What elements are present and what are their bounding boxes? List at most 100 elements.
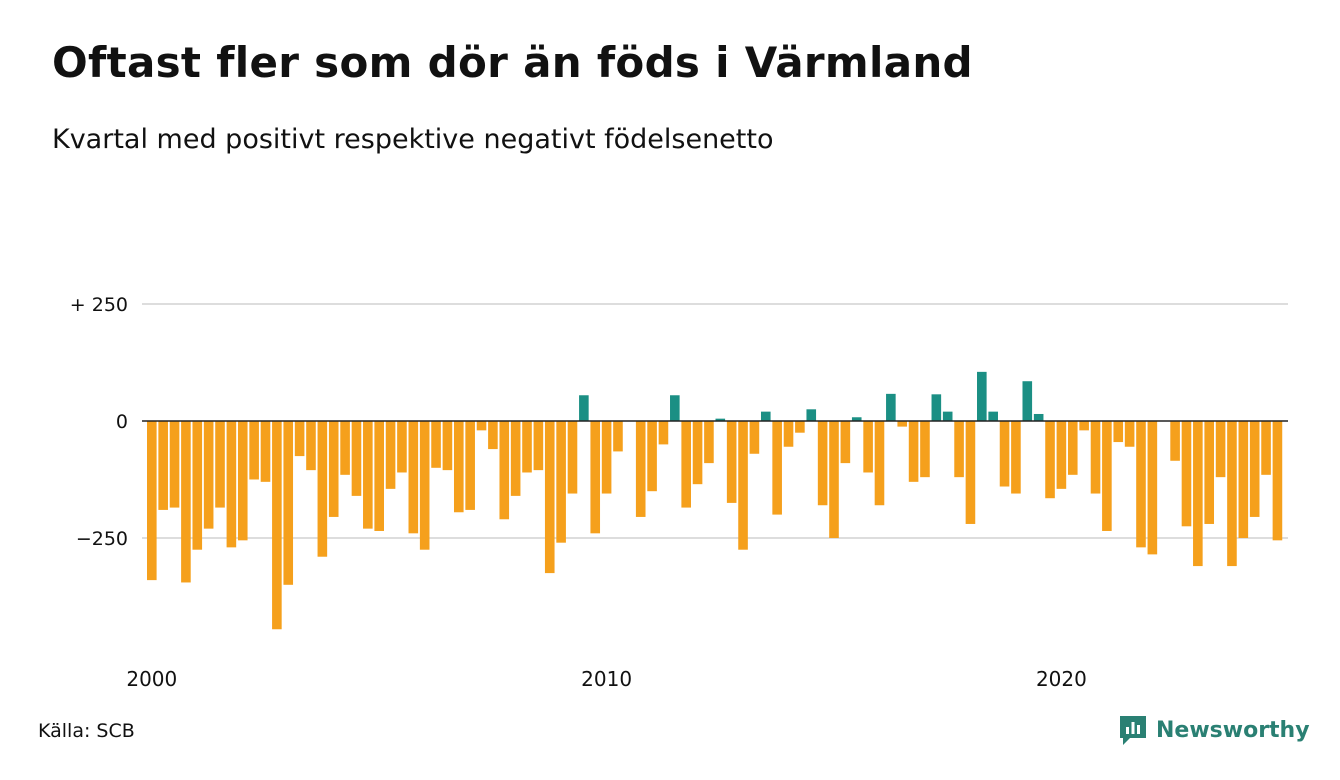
bar bbox=[317, 421, 328, 557]
bar bbox=[431, 421, 441, 468]
bar bbox=[1067, 421, 1078, 475]
bar bbox=[1011, 421, 1021, 494]
bar bbox=[465, 421, 475, 510]
bar bbox=[1033, 413, 1044, 421]
bar bbox=[351, 421, 362, 496]
bar bbox=[897, 421, 908, 427]
bar bbox=[237, 421, 248, 541]
bar bbox=[1215, 421, 1226, 478]
bar bbox=[1079, 421, 1089, 431]
chart-subtitle: Kvartal med positivt respektive negativt… bbox=[52, 124, 774, 155]
bar bbox=[851, 417, 862, 421]
bar bbox=[999, 421, 1010, 487]
bar bbox=[692, 421, 703, 485]
bar bbox=[203, 421, 214, 529]
bar bbox=[658, 421, 669, 445]
bar bbox=[795, 421, 805, 433]
bar bbox=[374, 421, 384, 531]
bar bbox=[681, 421, 691, 508]
x-tick-label: 2020 bbox=[1036, 667, 1087, 691]
bar bbox=[908, 421, 919, 482]
bar bbox=[579, 395, 589, 421]
bar bbox=[340, 421, 350, 475]
bar bbox=[556, 421, 566, 543]
bar bbox=[453, 421, 464, 513]
bar bbox=[647, 421, 657, 492]
bar bbox=[283, 421, 294, 585]
bar bbox=[476, 421, 487, 431]
bar bbox=[874, 421, 885, 506]
bar bbox=[1261, 421, 1271, 475]
axes: + 250 0 −250 2000 2010 2020 bbox=[70, 294, 1288, 691]
bar bbox=[363, 421, 373, 529]
bar bbox=[1238, 421, 1249, 538]
bar bbox=[863, 421, 873, 473]
newsworthy-logo-icon bbox=[1120, 716, 1146, 745]
bar bbox=[1022, 381, 1033, 421]
bar bbox=[294, 421, 305, 457]
bar bbox=[1045, 421, 1055, 499]
bar bbox=[567, 421, 578, 494]
bar bbox=[965, 421, 976, 524]
bar bbox=[749, 421, 760, 454]
bar bbox=[499, 421, 510, 520]
bar bbox=[760, 411, 771, 421]
y-tick-label: −250 bbox=[76, 528, 128, 550]
bar bbox=[829, 421, 839, 538]
bar bbox=[738, 421, 748, 550]
bar bbox=[1272, 421, 1283, 541]
bar bbox=[1193, 421, 1203, 567]
bar bbox=[840, 421, 851, 464]
bar bbox=[977, 371, 987, 421]
bar bbox=[249, 421, 259, 480]
x-tick-label: 2000 bbox=[126, 667, 177, 691]
bar bbox=[1090, 421, 1101, 494]
bar bbox=[1113, 421, 1124, 443]
bar bbox=[613, 421, 623, 452]
bar bbox=[772, 421, 782, 515]
bar bbox=[306, 421, 316, 471]
bar bbox=[1124, 421, 1135, 447]
bar bbox=[522, 421, 532, 473]
bar bbox=[1136, 421, 1146, 548]
bar bbox=[260, 421, 271, 482]
bar bbox=[920, 421, 930, 478]
bar bbox=[397, 421, 407, 473]
bar bbox=[419, 421, 430, 550]
bar bbox=[931, 394, 942, 421]
bar bbox=[988, 411, 998, 421]
bar bbox=[886, 393, 896, 421]
bar bbox=[726, 421, 737, 503]
bar bbox=[544, 421, 555, 574]
x-tick-label: 2010 bbox=[581, 667, 632, 691]
grid-lines bbox=[142, 303, 1288, 539]
bar bbox=[147, 421, 157, 581]
bar bbox=[328, 421, 339, 517]
bar bbox=[1147, 421, 1158, 555]
bar bbox=[1249, 421, 1260, 517]
bar bbox=[158, 421, 168, 510]
bar bbox=[169, 421, 180, 508]
brand-logo[interactable]: Newsworthy bbox=[1118, 712, 1310, 748]
bar bbox=[533, 421, 544, 471]
bar bbox=[1170, 421, 1180, 461]
bar bbox=[226, 421, 237, 548]
bars bbox=[147, 371, 1283, 630]
bar bbox=[704, 421, 714, 464]
bar bbox=[1056, 421, 1067, 489]
bar bbox=[670, 395, 680, 421]
source-label: Källa: SCB bbox=[38, 720, 135, 742]
bar bbox=[442, 421, 453, 471]
brand-name: Newsworthy bbox=[1156, 717, 1310, 743]
bar bbox=[635, 421, 646, 517]
bar bbox=[181, 421, 191, 583]
bar bbox=[783, 421, 794, 447]
bar bbox=[806, 409, 817, 421]
bar bbox=[1102, 421, 1112, 531]
bar bbox=[715, 418, 726, 421]
bar bbox=[817, 421, 828, 506]
bar bbox=[1181, 421, 1192, 527]
bar bbox=[215, 421, 225, 508]
bar bbox=[408, 421, 419, 534]
